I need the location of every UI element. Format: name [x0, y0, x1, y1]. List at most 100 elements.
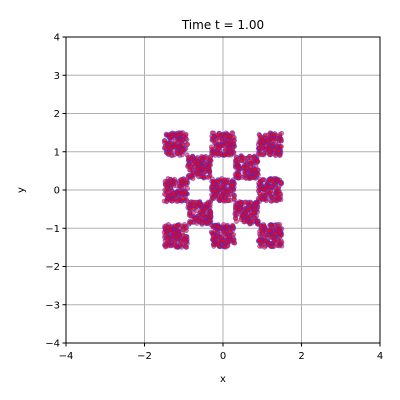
data-point [232, 207, 238, 213]
data-point [229, 130, 235, 136]
data-point [237, 207, 243, 213]
data-point [167, 145, 173, 151]
data-point [169, 198, 175, 204]
data-point [221, 152, 227, 158]
data-point [230, 222, 236, 228]
data-point [252, 166, 258, 172]
data-point [207, 217, 213, 223]
data-point [222, 244, 228, 250]
data-point [163, 145, 169, 151]
data-point [259, 152, 265, 158]
data-point [257, 194, 263, 200]
data-point [162, 178, 168, 184]
data-point [224, 238, 230, 244]
data-point [255, 218, 261, 224]
data-point [179, 147, 185, 153]
data-point [172, 242, 178, 248]
data-point [170, 190, 176, 196]
data-point [224, 133, 230, 139]
chart-title: Time t = 1.00 [181, 18, 264, 32]
data-point [248, 175, 254, 181]
data-point [216, 184, 222, 190]
data-point [180, 142, 186, 148]
data-point [195, 161, 201, 167]
data-point [263, 198, 269, 204]
data-point [244, 165, 250, 171]
data-point [180, 195, 186, 201]
data-point [242, 219, 248, 225]
data-point [255, 172, 261, 178]
data-point [227, 228, 233, 234]
data-point [190, 210, 196, 216]
data-point [178, 238, 184, 244]
data-point [161, 229, 167, 235]
data-point [215, 223, 221, 229]
data-point [226, 146, 232, 152]
data-point [198, 209, 204, 215]
x-tick-label: 0 [220, 351, 226, 362]
data-point [229, 139, 235, 145]
data-point [178, 191, 184, 197]
data-point [250, 218, 256, 224]
data-point [222, 195, 228, 201]
data-point [203, 167, 209, 173]
data-point [204, 201, 210, 207]
data-point [266, 146, 272, 152]
data-point [269, 244, 275, 250]
data-point [222, 177, 228, 183]
data-point [168, 177, 174, 183]
data-point [274, 177, 280, 183]
data-point [271, 138, 277, 144]
data-point [186, 212, 192, 218]
data-point [249, 170, 255, 176]
data-point [167, 135, 173, 141]
data-point [215, 132, 221, 138]
data-point [197, 156, 203, 162]
data-point [166, 224, 172, 230]
data-point [187, 206, 193, 212]
data-point [198, 174, 204, 180]
data-point [194, 203, 200, 209]
data-point [211, 137, 217, 143]
data-point [243, 175, 249, 181]
data-point [162, 138, 168, 144]
data-point [208, 209, 214, 215]
data-point [270, 235, 276, 241]
data-point [231, 237, 237, 243]
data-point [251, 210, 257, 216]
data-point [181, 134, 187, 140]
data-point [266, 152, 272, 158]
data-point [216, 145, 222, 151]
y-tick-label: 2 [54, 109, 60, 120]
y-tick-label: −3 [45, 300, 60, 311]
data-point [275, 148, 281, 154]
data-point [278, 144, 284, 150]
data-point [212, 149, 218, 155]
data-point [224, 225, 230, 231]
data-point [234, 171, 240, 177]
data-point [183, 179, 189, 185]
data-point [229, 182, 235, 188]
x-tick-label: −4 [59, 351, 74, 362]
data-point [221, 222, 227, 228]
data-point [257, 243, 263, 249]
x-tick-label: 4 [377, 351, 383, 362]
data-point [207, 157, 213, 163]
data-point [277, 191, 283, 197]
data-point [234, 211, 240, 217]
data-point [264, 138, 270, 144]
data-point [211, 243, 217, 249]
x-tick-label: −2 [137, 351, 152, 362]
data-point [181, 222, 187, 228]
data-point [226, 152, 232, 158]
data-point [188, 219, 194, 225]
data-point [273, 153, 279, 159]
data-point [271, 197, 277, 203]
data-point [164, 198, 170, 204]
data-point [194, 165, 200, 171]
data-point [172, 230, 178, 236]
x-axis-label: x [220, 374, 226, 385]
data-point [222, 143, 228, 149]
data-point [212, 192, 218, 198]
